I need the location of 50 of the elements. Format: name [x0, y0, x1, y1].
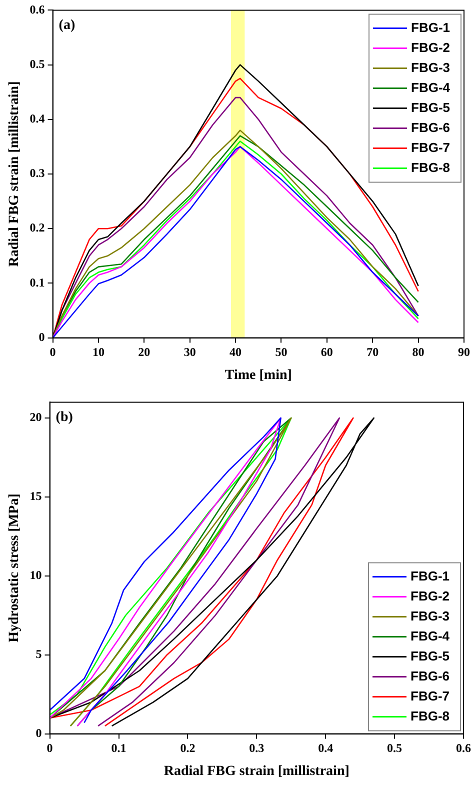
x-tick-label: 90: [458, 345, 470, 360]
legend-label: FBG-8: [410, 708, 450, 724]
y-tick-label: 0.1: [30, 275, 45, 290]
y-tick-label: 15: [30, 489, 42, 504]
x-tick-label: 0: [50, 345, 56, 360]
x-tick-label: 10: [92, 345, 104, 360]
x-tick-label: 20: [138, 345, 150, 360]
annotation: (a): [58, 18, 76, 33]
x-tick-label: 0.4: [318, 741, 334, 756]
y-tick-label: 0.5: [30, 56, 45, 71]
y-tick-label: 0: [38, 330, 45, 344]
x-tick-label: 80: [412, 345, 424, 360]
legend-label: FBG-7: [410, 688, 450, 704]
x-tick-label: 0.3: [249, 741, 264, 756]
legend-label: FBG-5: [411, 100, 450, 115]
legend-label: FBG-2: [410, 588, 450, 604]
legend-label: FBG-4: [411, 80, 451, 95]
y-tick-label: 0.3: [30, 166, 45, 180]
y-tick-label: 10: [30, 568, 42, 582]
y-axis-title: Radial FBG strain [millistrain]: [7, 81, 22, 267]
legend-label: FBG-5: [410, 648, 450, 664]
legend-label: FBG-2: [411, 40, 450, 55]
x-tick-label: 0.2: [180, 741, 196, 756]
x-tick-label: 60: [320, 345, 333, 360]
x-tick-label: 70: [366, 345, 379, 360]
x-axis-title: Time [min]: [224, 368, 292, 384]
y-axis-title: Hydrostatic stress [MPa]: [7, 494, 22, 642]
x-tick-label: 0.5: [387, 741, 402, 756]
x-axis-title: Radial FBG strain [millistrain]: [164, 764, 350, 780]
legend-label: FBG-3: [410, 608, 450, 624]
legend-label: FBG-1: [411, 20, 450, 35]
y-tick-label: 0: [36, 726, 42, 740]
legend-label: FBG-3: [411, 60, 450, 75]
x-tick-label: 0.6: [456, 741, 471, 756]
x-tick-label: 40: [230, 345, 242, 360]
y-tick-label: 0.4: [30, 111, 45, 126]
legend-label: FBG-6: [411, 120, 450, 135]
x-tick-label: 0.1: [111, 741, 126, 756]
legend-label: FBG-4: [410, 628, 450, 644]
y-tick-label: 20: [30, 410, 42, 424]
legend-label: FBG-8: [411, 160, 450, 175]
legend-label: FBG-7: [411, 140, 450, 155]
legend-label: FBG-6: [410, 668, 450, 684]
annotation: (b): [56, 410, 74, 425]
x-tick-label: 30: [184, 345, 196, 360]
x-tick-label: 50: [275, 345, 288, 360]
legend-label: FBG-1: [410, 568, 450, 584]
y-tick-label: 5: [36, 646, 42, 661]
y-tick-label: 0.2: [30, 220, 45, 235]
y-tick-label: 0.6: [30, 2, 45, 16]
